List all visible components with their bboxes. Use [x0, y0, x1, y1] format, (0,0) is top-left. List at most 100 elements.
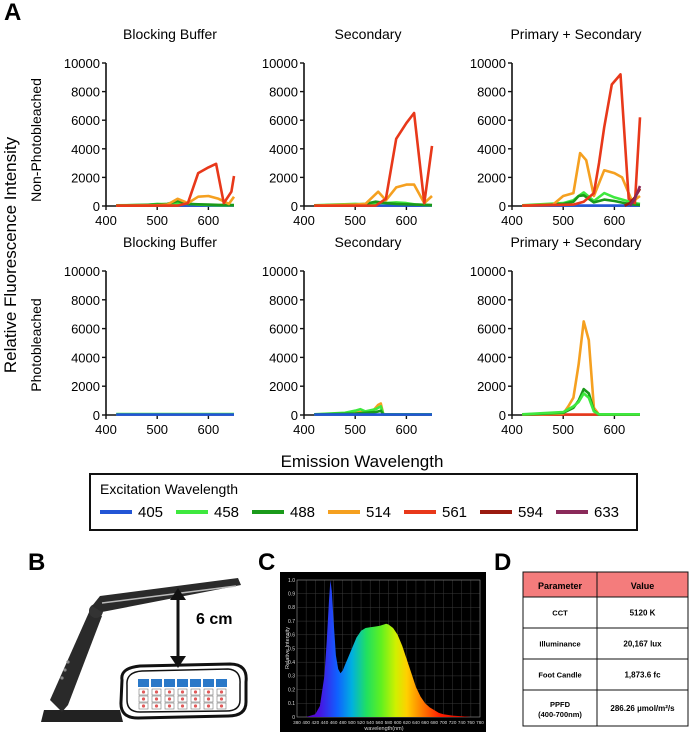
spectrum-y-tick: 0.8	[288, 605, 295, 611]
y-tick-label: 0	[291, 408, 298, 423]
well-dot	[167, 697, 172, 701]
x-tick-label: 600	[198, 422, 220, 437]
table-header-parameter: Parameter	[538, 581, 583, 591]
well-cell	[177, 695, 188, 703]
y-tick-label: 6000	[269, 113, 298, 128]
well-cell	[216, 688, 227, 696]
well-dot	[167, 690, 172, 694]
well-cell	[151, 695, 162, 703]
y-tick-label: 10000	[64, 56, 100, 71]
spectrum-y-tick: 0.6	[288, 633, 295, 639]
series-561-line	[314, 111, 434, 207]
spectrum-x-label: wavelength(nm)	[363, 726, 403, 732]
spectrum-panel: 0 0.1 0.2 0.3 0.4 0.5 0.6 0.7 0.8 0.9 1.0 380 400 420…	[280, 572, 486, 732]
spectrum-x-tick: 460	[330, 720, 338, 725]
table-param: CCT	[552, 609, 568, 618]
row-title-photobleached: Photobleached	[28, 298, 44, 391]
panel-letter-b: B	[28, 549, 45, 576]
spectrum-x-tick: 760	[467, 720, 475, 725]
chart-title: Secondary	[335, 234, 402, 250]
well-cap	[177, 679, 188, 687]
y-tick-label: 0	[291, 199, 298, 214]
y-tick-label: 10000	[470, 264, 506, 279]
well-dot	[154, 690, 159, 694]
spectrum-y-label: Relative Intensity	[285, 627, 291, 669]
chart-grid: Blocking Buffer0200040006000800010000400…	[64, 26, 642, 437]
table-cell	[522, 596, 598, 629]
lamp-lower-arm	[50, 610, 102, 712]
x-tick-label: 500	[344, 422, 366, 437]
legend-label-514: 514	[366, 504, 391, 521]
well-dot	[219, 704, 224, 708]
series-561-line	[522, 73, 642, 207]
spectrum-x-tick: 700	[440, 720, 448, 725]
chart-2: Secondary 0 2000 4000 6000 8000 10000 400 500 600	[262, 26, 434, 228]
well-grid	[138, 679, 227, 710]
legend-title: Excitation Wavelength	[100, 481, 238, 497]
table-param: PPFD	[550, 700, 571, 709]
well-cap	[151, 679, 162, 687]
y-tick-label: 2000	[71, 379, 100, 394]
series-514-line	[522, 151, 641, 207]
y-tick-label: 2000	[269, 379, 298, 394]
y-tick-label: 4000	[71, 142, 100, 157]
legend-box	[89, 473, 638, 531]
series-633-line	[628, 185, 642, 207]
well-cell	[203, 702, 214, 710]
table-param: Foot Candle	[538, 671, 581, 680]
well-cell	[164, 688, 175, 696]
well-cap	[138, 679, 149, 687]
y-tick-label: 0	[93, 199, 100, 214]
well-cell	[190, 695, 201, 703]
well-dot	[206, 697, 211, 701]
legend-label-633: 633	[594, 504, 619, 521]
y-tick-label: 4000	[269, 142, 298, 157]
y-tick-label: 4000	[269, 350, 298, 365]
well-dot	[193, 690, 198, 694]
y-tick-label: 6000	[71, 322, 100, 337]
well-dot	[154, 697, 159, 701]
lamp-button-dot	[66, 660, 70, 664]
spectrum-x-tick: 600	[394, 720, 402, 725]
y-tick-label: 0	[499, 199, 506, 214]
well-cap	[164, 679, 175, 687]
well-cell	[203, 688, 214, 696]
table-cell	[522, 689, 598, 727]
spectrum-x-tick: 660	[421, 720, 429, 725]
table-value: 20,167 lux	[623, 640, 662, 649]
y-tick-label: 10000	[262, 264, 298, 279]
arrow-head-up	[170, 588, 186, 600]
y-tick-label: 2000	[477, 379, 506, 394]
x-tick-label: 600	[198, 213, 220, 228]
spectrum-x-tick: 620	[403, 720, 411, 725]
y-tick-label: 8000	[71, 293, 100, 308]
plate-outline	[119, 662, 248, 720]
spectrum-x-tick: 480	[339, 720, 347, 725]
table-cell	[522, 658, 598, 691]
table-param: Illuminance	[539, 640, 580, 649]
well-cap	[190, 679, 201, 687]
y-tick-label: 4000	[477, 350, 506, 365]
table-cell	[596, 596, 689, 629]
well-dot	[141, 690, 146, 694]
lamp-button-dot	[63, 668, 67, 672]
spectrum-curve	[297, 580, 480, 717]
legend-label-594: 594	[518, 504, 543, 521]
x-axis-title: Emission Wavelength	[281, 452, 444, 471]
well-cell	[190, 688, 201, 696]
legend-label-488: 488	[290, 504, 315, 521]
spectrum-x-tick: 520	[357, 720, 365, 725]
x-tick-label: 400	[95, 213, 117, 228]
well-cell	[216, 702, 227, 710]
y-tick-label: 0	[499, 408, 506, 423]
well-dot	[219, 690, 224, 694]
well-cell	[164, 702, 175, 710]
well-cell	[203, 695, 214, 703]
well-dot	[180, 690, 185, 694]
legend-label-458: 458	[214, 504, 239, 521]
x-tick-label: 500	[552, 213, 574, 228]
chart-1: Blocking Buffer 0 2000 4000 6000 8000 10000 400…	[64, 26, 236, 228]
spectrum-x-tick: 580	[385, 720, 393, 725]
well-dot	[180, 697, 185, 701]
y-tick-label: 10000	[64, 264, 100, 279]
